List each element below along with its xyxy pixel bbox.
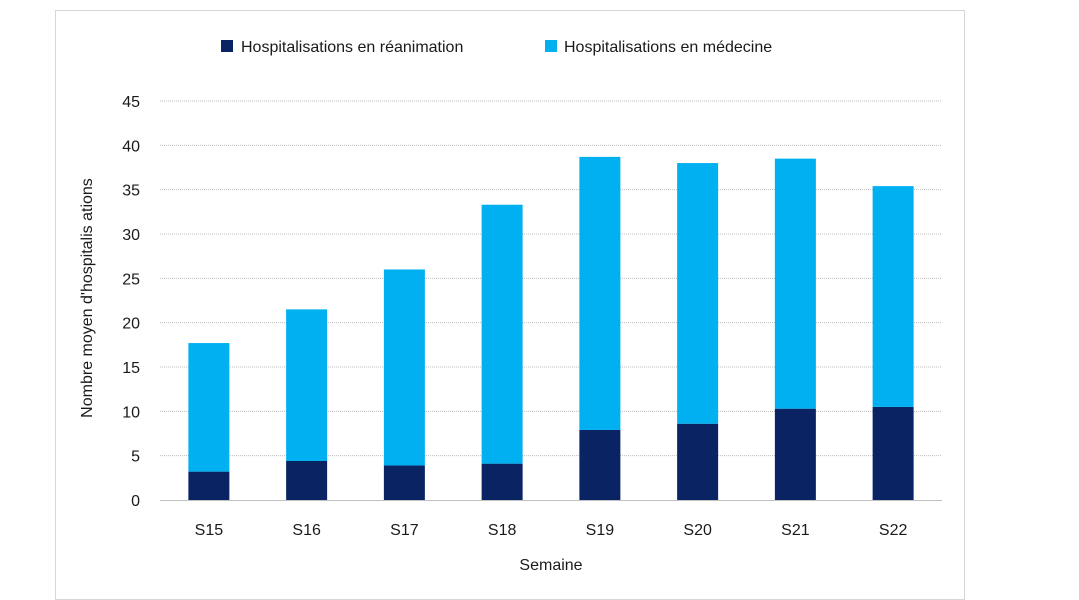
x-tick-label: S21: [781, 522, 810, 539]
bars: [188, 156, 914, 500]
gridlines: [160, 100, 942, 457]
bar-segment-reanimation: [579, 429, 621, 500]
legend-swatch-reanimation: [221, 40, 233, 52]
y-tick-label: 45: [122, 94, 140, 111]
bar-segment-reanimation: [188, 471, 230, 500]
bar-segment-reanimation: [677, 423, 719, 500]
legend-label-medecine: Hospitalisations en médecine: [564, 39, 772, 56]
bar-segment-medecine: [383, 269, 425, 466]
bar-segment-medecine: [774, 158, 816, 409]
bar-segment-medecine: [188, 343, 230, 472]
bar-segment-medecine: [872, 186, 914, 407]
bar-segment-medecine: [286, 309, 328, 461]
bar-segment-medecine: [579, 156, 621, 430]
x-axis-ticks: S15 S16 S17 S18 S19 S20 S21 S22: [195, 522, 908, 539]
y-tick-label: 30: [122, 227, 140, 244]
x-tick-label: S18: [488, 522, 517, 539]
y-axis-label: Nombre moyen d'hospitalis ations: [79, 178, 96, 418]
y-tick-label: 25: [122, 271, 140, 288]
y-tick-label: 0: [131, 493, 140, 510]
y-tick-label: 5: [131, 449, 140, 466]
x-axis-label: Semaine: [519, 557, 582, 574]
bar-segment-reanimation: [872, 406, 914, 500]
x-tick-label: S17: [390, 522, 419, 539]
x-tick-label: S22: [879, 522, 908, 539]
bar-segment-medecine: [481, 204, 523, 464]
legend-label-reanimation: Hospitalisations en réanimation: [241, 39, 463, 56]
y-tick-label: 40: [122, 138, 140, 155]
legend: Hospitalisations en réanimation Hospital…: [221, 39, 772, 56]
y-tick-label: 20: [122, 316, 140, 333]
bar-segment-reanimation: [286, 460, 328, 500]
y-tick-label: 10: [122, 404, 140, 421]
y-axis-ticks: 0 5 10 15 20 25 30 35 40 45: [122, 94, 140, 510]
legend-swatch-medecine: [545, 40, 557, 52]
bar-segment-reanimation: [774, 408, 816, 500]
y-tick-label: 15: [122, 360, 140, 377]
bar-segment-medecine: [677, 163, 719, 424]
x-tick-label: S15: [195, 522, 224, 539]
bar-segment-reanimation: [481, 463, 523, 500]
bar-segment-reanimation: [383, 465, 425, 500]
y-tick-label: 35: [122, 183, 140, 200]
x-tick-label: S16: [292, 522, 321, 539]
x-tick-label: S20: [683, 522, 712, 539]
x-tick-label: S19: [586, 522, 615, 539]
